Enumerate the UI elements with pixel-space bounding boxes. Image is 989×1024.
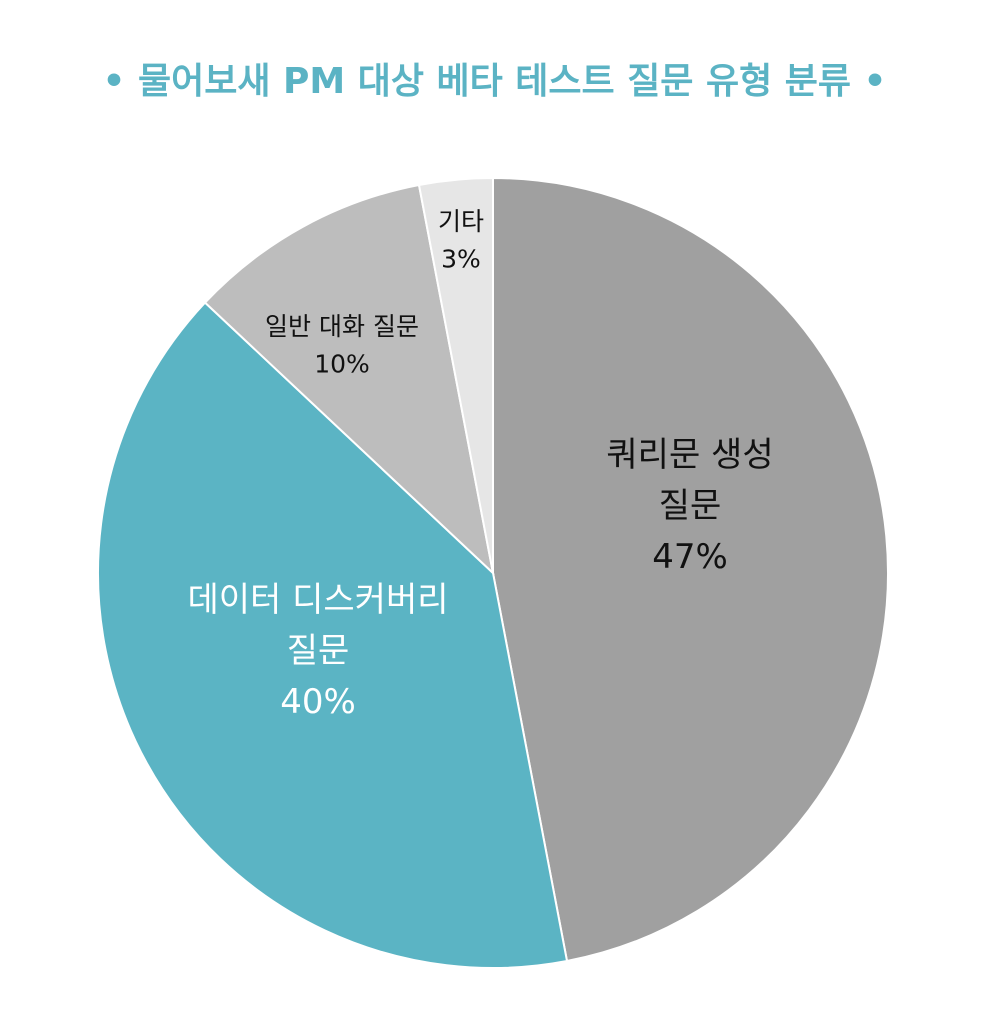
chart-title: • 물어보새 PM 대상 베타 테스트 질문 유형 분류 • [102, 61, 887, 102]
slice-other-label: 기타 [438, 207, 484, 236]
slice-query-percent-label: 47% [652, 537, 728, 577]
slice-general-chat-percent-label: 10% [314, 350, 370, 379]
slice-other-percent-label: 3% [441, 245, 481, 274]
slice-query-label: 질문 [659, 486, 722, 526]
slice-data-discovery [97, 301, 569, 969]
slice-data-discovery-label: 데이터 디스커버리 [187, 580, 448, 620]
slice-query [492, 176, 889, 963]
slice-general-chat [203, 183, 495, 576]
slice-other [417, 176, 494, 574]
slice-general-chat-label: 일반 대화 질문 [265, 312, 419, 341]
slice-data-discovery-label: 질문 [287, 631, 350, 671]
slice-data-discovery-percent-label: 40% [280, 682, 356, 722]
slice-query-label: 쿼리문 생성 [606, 435, 773, 475]
